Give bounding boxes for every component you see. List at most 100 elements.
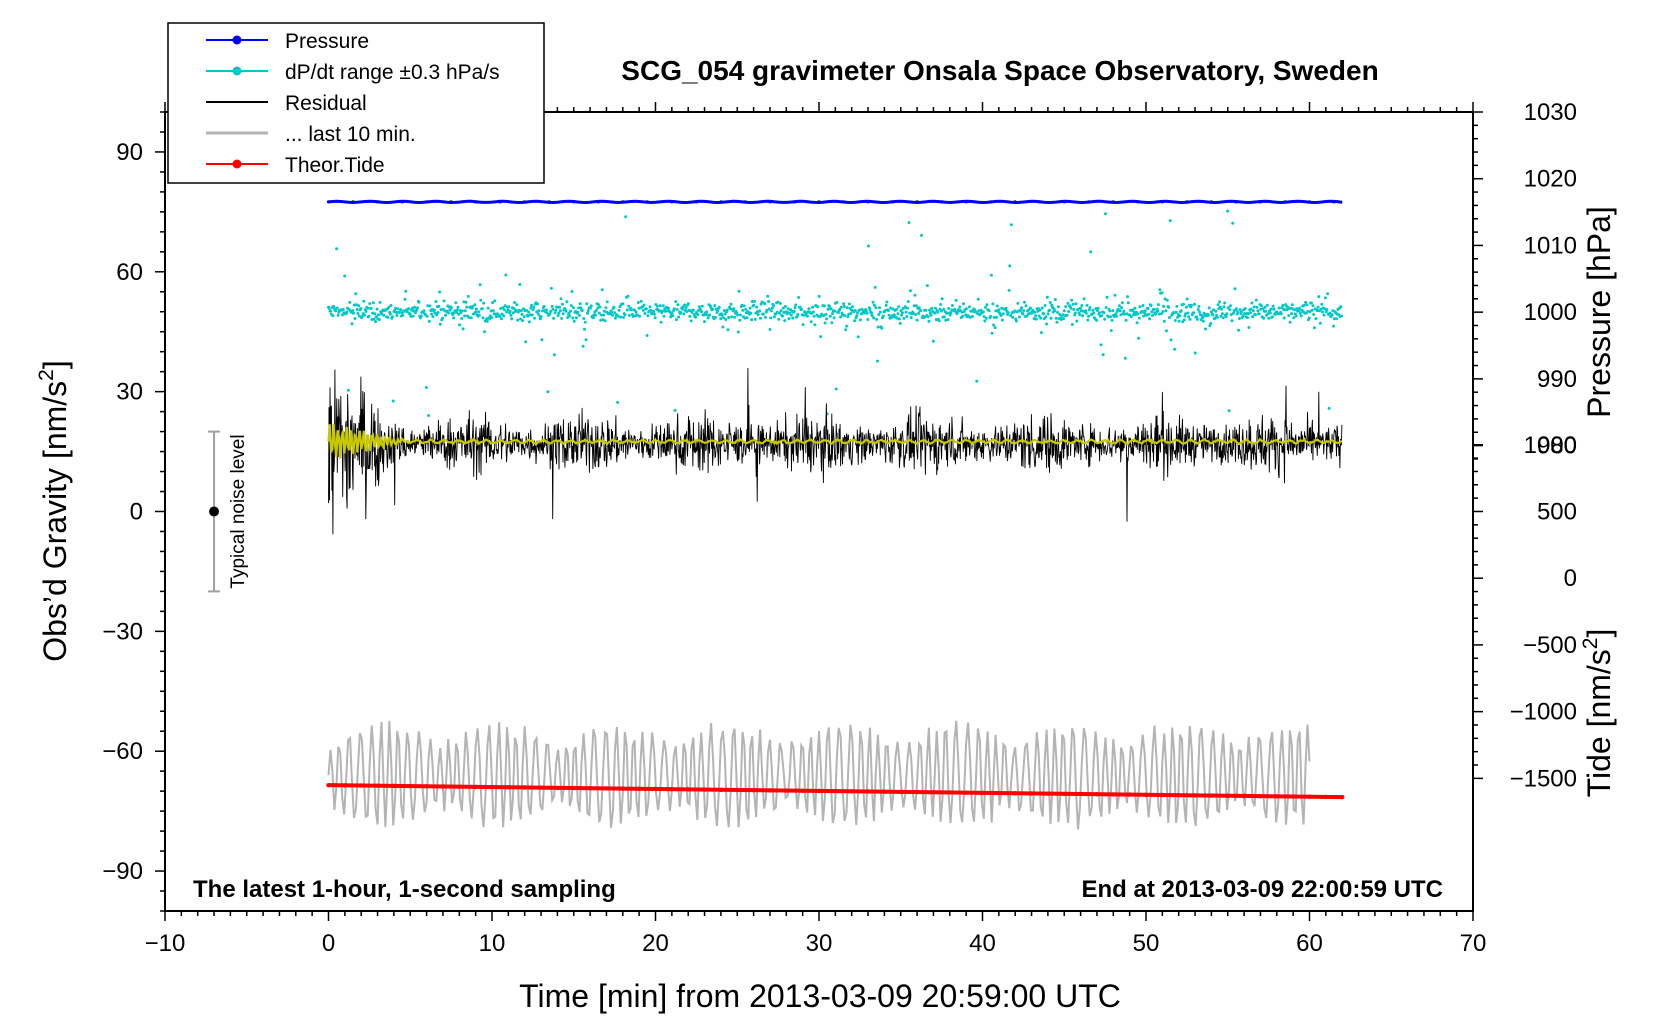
dpdt-point bbox=[1078, 313, 1082, 317]
dpdt-point bbox=[779, 309, 783, 313]
dpdt-point bbox=[1310, 301, 1313, 305]
dpdt-point bbox=[1192, 311, 1196, 315]
theor-tide-point bbox=[1078, 791, 1083, 797]
dpdt-point bbox=[1195, 315, 1199, 319]
dpdt-point bbox=[1125, 312, 1129, 316]
dpdt-point bbox=[477, 313, 481, 317]
dpdt-point bbox=[471, 305, 475, 308]
dpdt-point bbox=[705, 310, 709, 314]
theor-tide-point bbox=[342, 783, 348, 788]
dpdt-point bbox=[884, 303, 888, 307]
dpdt-point bbox=[982, 315, 986, 318]
dpdt-point bbox=[1179, 309, 1183, 313]
pressure-point bbox=[474, 200, 478, 204]
dpdt-point bbox=[1299, 314, 1303, 318]
dpdt-point bbox=[853, 319, 857, 323]
dpdt-point bbox=[752, 303, 756, 307]
dpdt-point bbox=[439, 308, 443, 312]
dpdt-point bbox=[1228, 308, 1232, 312]
dpdt-point bbox=[548, 312, 552, 316]
dpdt-point bbox=[741, 308, 745, 312]
dpdt-point bbox=[1158, 288, 1162, 292]
dpdt-point bbox=[1004, 306, 1008, 310]
dpdt-point bbox=[1016, 301, 1020, 305]
dpdt-point bbox=[502, 314, 506, 318]
dpdt-point bbox=[527, 310, 531, 314]
dpdt-point bbox=[389, 304, 393, 307]
dpdt-point bbox=[1085, 303, 1089, 307]
theor-tide-point bbox=[1241, 793, 1247, 799]
dpdt-point bbox=[517, 308, 521, 312]
dpdt-point bbox=[1193, 302, 1196, 306]
dpdt-point bbox=[1290, 312, 1294, 316]
dpdt-point bbox=[1304, 300, 1308, 304]
dpdt-point bbox=[950, 304, 954, 307]
theor-tide-point bbox=[980, 790, 985, 796]
dpdt-point bbox=[513, 301, 517, 304]
dpdt-point bbox=[542, 304, 546, 308]
pressure-point bbox=[768, 200, 772, 204]
dpdt-point bbox=[566, 316, 570, 319]
dpdt-point bbox=[853, 309, 857, 312]
dpdt-point bbox=[732, 307, 736, 311]
dpdt-point bbox=[973, 308, 976, 311]
dpdt-point bbox=[480, 307, 484, 311]
dpdt-point bbox=[1201, 319, 1205, 323]
dpdt-point bbox=[427, 319, 431, 323]
theor-tide-point bbox=[1274, 794, 1280, 799]
dpdt-point bbox=[891, 307, 895, 311]
dpdt-point bbox=[1149, 304, 1153, 307]
dpdt-point bbox=[868, 308, 872, 312]
dpdt-point bbox=[1218, 300, 1221, 304]
dpdt-point bbox=[335, 247, 339, 251]
dpdt-point bbox=[958, 305, 962, 309]
dpdt-point bbox=[778, 311, 781, 315]
theor-tide-point bbox=[359, 783, 364, 788]
y-tick-label-pressure: 1030 bbox=[1524, 99, 1577, 126]
theor-tide-point bbox=[1062, 791, 1067, 797]
dpdt-point bbox=[1173, 319, 1177, 322]
theor-tide-point bbox=[849, 789, 854, 794]
dpdt-point bbox=[456, 305, 460, 309]
dpdt-point bbox=[729, 302, 733, 306]
dpdt-point bbox=[506, 308, 510, 312]
dpdt-point bbox=[736, 330, 740, 334]
dpdt-point bbox=[351, 309, 355, 313]
dpdt-point bbox=[1033, 310, 1037, 314]
dpdt-point bbox=[1081, 314, 1085, 318]
dpdt-point bbox=[597, 303, 600, 307]
dpdt-point bbox=[897, 317, 901, 321]
dpdt-point bbox=[839, 315, 843, 319]
theor-tide-point bbox=[408, 783, 413, 789]
dpdt-point bbox=[329, 309, 333, 313]
dpdt-point bbox=[1034, 317, 1038, 321]
dpdt-point bbox=[1100, 314, 1104, 318]
dpdt-point bbox=[1221, 316, 1225, 320]
dpdt-point bbox=[993, 326, 997, 330]
dpdt-point bbox=[872, 316, 876, 320]
dpdt-point bbox=[341, 307, 345, 311]
dpdt-point bbox=[671, 314, 675, 318]
legend-label-4: Theor.Tide bbox=[285, 154, 385, 177]
legend-marker-0 bbox=[232, 35, 242, 45]
dpdt-point bbox=[643, 312, 647, 315]
dpdt-point bbox=[761, 312, 765, 316]
dpdt-point bbox=[432, 308, 436, 312]
dpdt-point bbox=[401, 313, 405, 317]
dpdt-point bbox=[1200, 314, 1204, 317]
dpdt-point bbox=[1150, 310, 1154, 314]
dpdt-point bbox=[669, 315, 673, 319]
dpdt-point bbox=[1148, 317, 1152, 321]
dpdt-point bbox=[367, 314, 371, 318]
theor-tide-point bbox=[1127, 792, 1132, 797]
y-axis-title-tide-close: ] bbox=[1581, 629, 1617, 638]
theor-tide-point bbox=[375, 783, 380, 788]
dpdt-point bbox=[1305, 303, 1309, 307]
dpdt-point bbox=[1126, 295, 1129, 299]
dpdt-point bbox=[627, 313, 631, 317]
dpdt-point bbox=[1335, 317, 1338, 321]
dpdt-point bbox=[1290, 303, 1294, 307]
dpdt-point bbox=[641, 308, 645, 312]
dpdt-point bbox=[1249, 307, 1253, 311]
dpdt-point bbox=[1164, 309, 1168, 313]
